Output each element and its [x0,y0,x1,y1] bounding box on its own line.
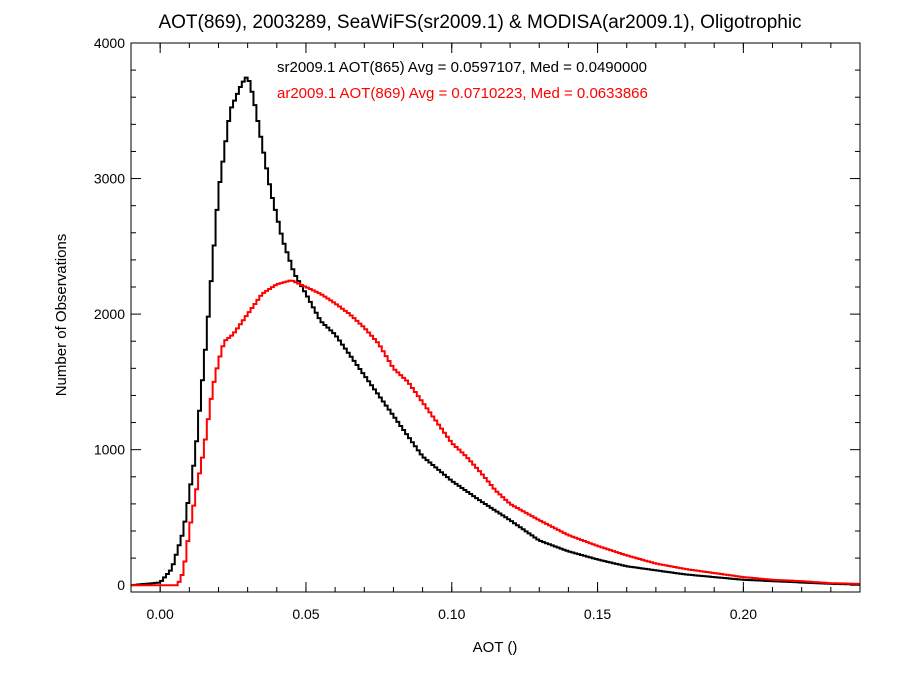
series-layer [131,76,860,587]
x-tick-label: 0.00 [147,606,174,622]
histogram-series-2 [131,279,860,587]
legend: sr2009.1 AOT(865) Avg = 0.0597107, Med =… [277,59,648,102]
x-tick-label: 0.05 [292,606,319,622]
y-tick-label: 1000 [94,442,125,458]
x-tick-label: 0.20 [730,606,757,622]
y-tick-label: 4000 [94,35,125,51]
legend-entry-1: sr2009.1 AOT(865) Avg = 0.0597107, Med =… [277,59,647,76]
x-tick-label: 0.15 [584,606,611,622]
x-tick-label: 0.10 [438,606,465,622]
plot-frame [130,42,861,593]
x-axis-label: AOT () [473,639,518,656]
y-tick-label: 2000 [94,306,125,322]
legend-entry-2: ar2009.1 AOT(869) Avg = 0.0710223, Med =… [277,85,648,102]
y-tick-label: 0 [117,577,125,593]
chart-title: AOT(869), 2003289, SeaWiFS(sr2009.1) & M… [158,12,801,33]
histogram-series-1 [131,76,860,587]
y-axis-label: Number of Observations [53,234,70,397]
y-tick-label: 3000 [94,171,125,187]
tick-labels: 0.00 0.05 0.10 0.15 0.20 0 1000 2000 3000 4000 [94,35,757,622]
